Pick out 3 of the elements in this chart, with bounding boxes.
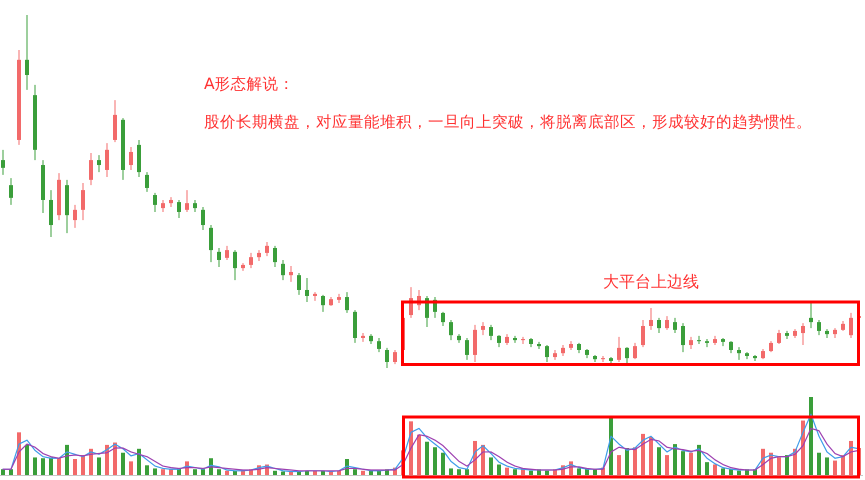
annotation: 大平台上边线 [603, 272, 699, 291]
annotation: A形态解说： [204, 75, 295, 93]
annotation: 股价长期横盘，对应量能堆积，一旦向上突破，将脱离底部区，形成较好的趋势惯性。 [204, 113, 812, 131]
